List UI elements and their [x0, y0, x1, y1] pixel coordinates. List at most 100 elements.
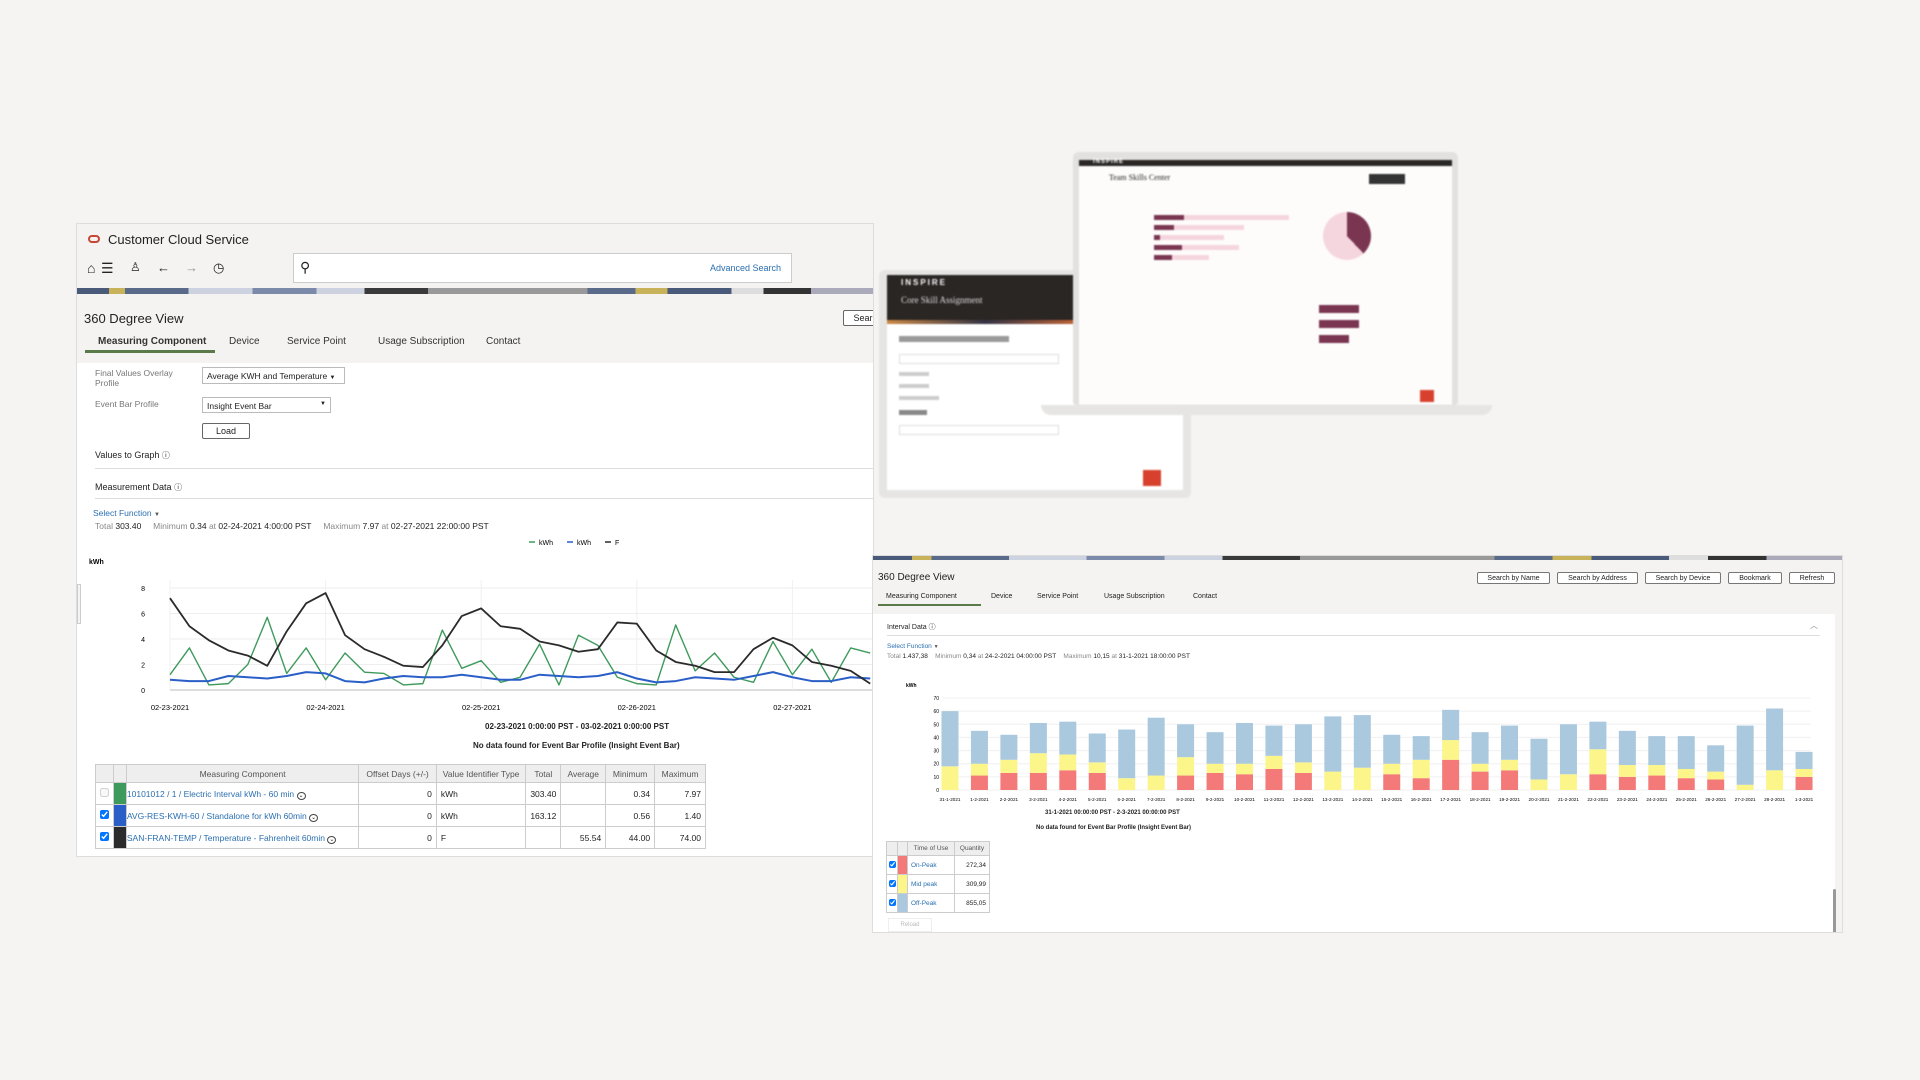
time-of-use-link[interactable]: Mid peak	[911, 880, 938, 888]
time-of-use-link[interactable]: On-Peak	[911, 861, 937, 869]
measuring-component-link[interactable]: AVG-RES-KWH-60 / Standalone for kWh 60mi…	[126, 810, 307, 821]
table-row: SAN-FRAN-TEMP / Temperature - Fahrenheit…	[95, 826, 706, 849]
column-header[interactable]: Offset Days (+/-)	[358, 764, 437, 783]
home-icon[interactable]: ⌂	[87, 260, 96, 276]
search-button[interactable]: Sear	[843, 310, 873, 326]
collapse-handle[interactable]	[77, 584, 81, 624]
active-tab-underline	[878, 604, 981, 606]
column-header[interactable]: Measuring Component	[125, 764, 360, 783]
menu-icon[interactable]: ☰	[101, 260, 114, 276]
page-title: 360 Degree View	[84, 311, 184, 326]
row-checkbox[interactable]	[100, 810, 109, 819]
row-checkbox-cell[interactable]	[886, 855, 898, 875]
history-icon[interactable]: ◷	[213, 260, 225, 275]
advanced-search-link[interactable]: Advanced Search	[709, 263, 781, 273]
measuring-component-cell[interactable]: 10101012 / 1 / Electric Interval kWh - 6…	[125, 782, 360, 805]
bar-on-peak	[1029, 772, 1047, 790]
forward-arrow-icon[interactable]: →	[185, 260, 198, 275]
info-icon: ⓘ	[174, 483, 183, 492]
decorative-banner	[77, 288, 873, 294]
column-header[interactable]: Total	[525, 764, 562, 783]
column-header[interactable]: Maximum	[654, 764, 706, 783]
x-tick-label: 4-2-2021	[1059, 797, 1078, 802]
tab-service-point[interactable]: Service Point	[1037, 593, 1079, 600]
event-bar-profile-select[interactable]: Insight Event Bar ▼	[202, 397, 331, 413]
measuring-component-link[interactable]: 10101012 / 1 / Electric Interval kWh - 6…	[126, 788, 295, 799]
search-by-address-button[interactable]: Search by Address	[1557, 572, 1638, 584]
x-tick-label: 17-2-2021	[1440, 797, 1461, 802]
tab-measuring-component[interactable]: Measuring Component	[98, 336, 207, 347]
row-checkbox-cell[interactable]	[886, 874, 898, 894]
tab-contact[interactable]: Contact	[486, 336, 521, 347]
row-checkbox-cell[interactable]	[886, 893, 898, 913]
x-tick-label: 02-24-2021	[306, 703, 344, 712]
back-arrow-icon[interactable]: ←	[157, 260, 170, 275]
user-icon[interactable]: ♙	[130, 260, 141, 274]
row-checkbox-cell[interactable]	[95, 782, 114, 805]
load-button[interactable]: Load	[202, 423, 250, 439]
bar-off-peak	[1707, 745, 1725, 772]
time-of-use-cell[interactable]: Mid peak	[907, 874, 955, 894]
chevron-up-icon[interactable]: ︿	[1810, 621, 1818, 630]
search-by-name-button[interactable]: Search by Name	[1477, 572, 1550, 584]
column-header[interactable]: Quantity	[954, 841, 990, 856]
overlay-profile-select[interactable]: Average KWH and Temperature ▼	[202, 367, 345, 384]
divider	[95, 498, 873, 499]
row-checkbox[interactable]	[888, 879, 896, 887]
time-of-use-cell[interactable]: On-Peak	[907, 855, 955, 875]
bar-on-peak	[1501, 770, 1519, 790]
select-function-dropdown[interactable]: Select Function ▼	[93, 508, 160, 518]
bar-mid-peak	[1501, 759, 1519, 771]
y-tick-label: 50	[933, 722, 939, 728]
measuring-component-link[interactable]: SAN-FRAN-TEMP / Temperature - Fahrenheit…	[126, 832, 325, 843]
refresh-button[interactable]: Refresh	[1789, 572, 1835, 584]
minimum-value: 0.34	[190, 521, 207, 531]
minimum-label: Minimum	[153, 521, 188, 531]
row-checkbox-cell[interactable]	[95, 826, 114, 849]
interval-summary: Total 1.437,38 Minimum 0,34 at 24-2-2021…	[887, 653, 1190, 660]
measurement-summary: Total 303.40 Minimum 0.34 at 02-24-2021 …	[95, 521, 489, 531]
table-row: AVG-RES-KWH-60 / Standalone for kWh 60mi…	[95, 804, 706, 827]
tab-usage-subscription[interactable]: Usage Subscription	[1104, 593, 1165, 600]
y-tick-label: 2	[141, 663, 145, 670]
total-label: Total	[95, 521, 113, 531]
row-checkbox-cell[interactable]	[95, 804, 114, 827]
bookmark-button[interactable]: Bookmark	[1728, 572, 1782, 584]
row-checkbox[interactable]	[888, 898, 896, 906]
laptop-title: Team Skills Center	[1109, 173, 1171, 182]
chevron-circle-down-icon[interactable]: ⌄	[296, 791, 306, 800]
select-function-dropdown[interactable]: Select Function ▼	[887, 643, 939, 650]
maximum-cell: 1.40	[654, 804, 706, 827]
measuring-component-cell[interactable]: SAN-FRAN-TEMP / Temperature - Fahrenheit…	[125, 826, 360, 849]
decorative-banner	[873, 556, 1842, 560]
row-checkbox[interactable]	[888, 860, 896, 868]
time-of-use-link[interactable]: Off-Peak	[911, 899, 937, 907]
chevron-circle-down-icon[interactable]: ⌄	[309, 813, 319, 822]
bar-mid-peak	[1206, 763, 1224, 773]
x-tick-label: 15-2-2021	[1381, 797, 1402, 802]
tab-usage-subscription[interactable]: Usage Subscription	[378, 336, 465, 347]
measuring-component-cell[interactable]: AVG-RES-KWH-60 / Standalone for kWh 60mi…	[125, 804, 360, 827]
row-checkbox[interactable]	[100, 832, 109, 841]
column-header[interactable]: Time of Use	[907, 841, 955, 856]
reload-button[interactable]: Reload	[888, 918, 932, 932]
scrollbar[interactable]	[1833, 889, 1836, 932]
tab-service-point[interactable]: Service Point	[287, 336, 346, 347]
time-of-use-cell[interactable]: Off-Peak	[907, 893, 955, 913]
x-tick-label: 3-2-2021	[1029, 797, 1048, 802]
tab-measuring-component[interactable]: Measuring Component	[886, 593, 957, 600]
tab-contact[interactable]: Contact	[1193, 593, 1218, 600]
search-by-device-button[interactable]: Search by Device	[1645, 572, 1721, 584]
search-input[interactable]: ⚲ Advanced Search	[293, 253, 792, 283]
tab-device[interactable]: Device	[991, 593, 1013, 600]
chevron-circle-down-icon[interactable]: ⌄	[327, 835, 337, 844]
bar-on-peak	[1088, 772, 1106, 790]
column-header[interactable]: Average	[560, 764, 607, 783]
tab-device[interactable]: Device	[229, 336, 260, 347]
maximum-time: 31-1-2021 18:00:00 PST	[1118, 653, 1190, 660]
column-header[interactable]: Value Identifier Type	[435, 764, 527, 783]
row-checkbox[interactable]	[100, 788, 109, 797]
series-color-swatch	[897, 893, 908, 913]
column-header[interactable]: Minimum	[605, 764, 656, 783]
series-line-f-2	[169, 592, 871, 685]
